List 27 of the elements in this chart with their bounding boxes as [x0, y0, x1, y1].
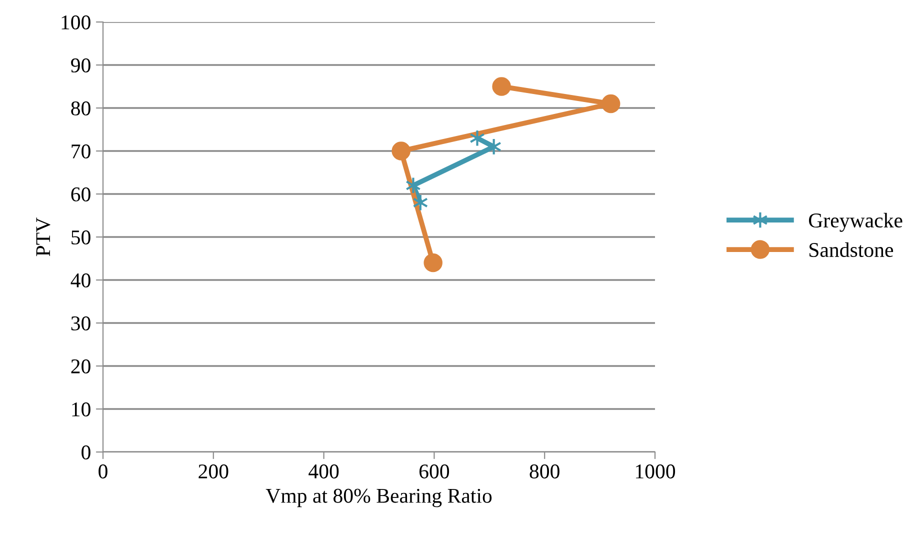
y-tick-label: 80 [71, 101, 90, 116]
point [601, 94, 620, 114]
y-tick-label: 0 [82, 445, 90, 460]
x-tick-label: 600 [419, 464, 450, 478]
y-tick-label: 10 [72, 402, 90, 416]
x-tick-label: 800 [530, 464, 560, 478]
y-tick-label: 50 [72, 230, 90, 244]
y-tick-label: 30 [71, 316, 90, 330]
y-tick-label: 40 [70, 273, 90, 288]
legend-label: Sandstone [810, 242, 894, 258]
y-tick-label: 100 [62, 15, 90, 30]
point [492, 77, 511, 96]
x-tick-label: 0 [98, 464, 108, 478]
y-tick-label: 60 [71, 187, 90, 202]
y-axis-title: PTV [36, 218, 50, 256]
legend-label: Greywacke [808, 212, 902, 232]
point [392, 142, 410, 160]
point [470, 129, 485, 147]
x-axis-title: Vmp at 80% Bearing Ratio [266, 488, 492, 508]
y-tick-label: 20 [71, 359, 90, 374]
point [424, 253, 442, 272]
x-tick-label: 200 [198, 464, 228, 478]
y-tick-label: 70 [72, 144, 90, 158]
x-tick-label: 1000 [636, 464, 676, 478]
x-tick-label: 400 [308, 464, 339, 478]
point [406, 176, 421, 194]
y-tick-label: 90 [71, 58, 90, 72]
